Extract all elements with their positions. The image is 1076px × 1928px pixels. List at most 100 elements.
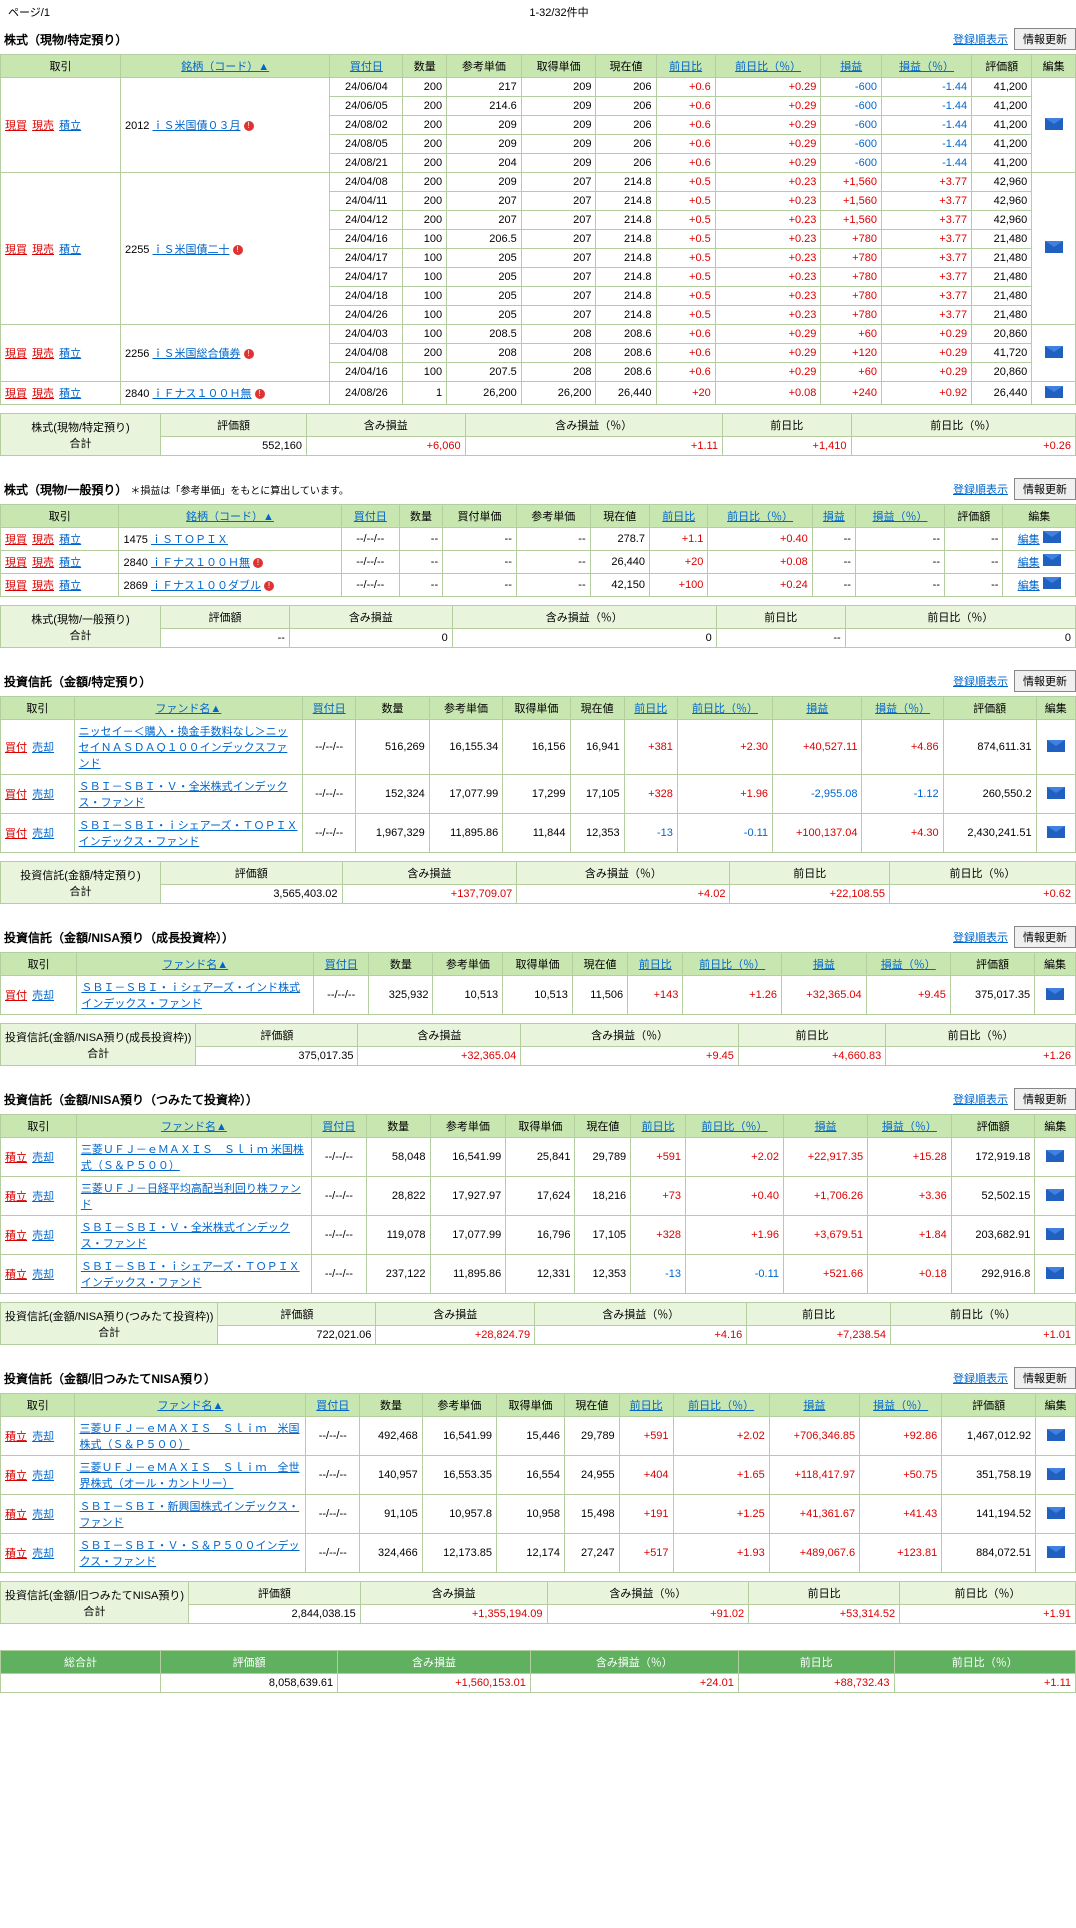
- fund-link[interactable]: 三菱ＵＦＪ－ｅＭＡＸＩＳ Ｓｌｉｍ 米国株式（Ｓ＆Ｐ５００）: [79, 1423, 299, 1451]
- col-prevdiff[interactable]: 前日比: [619, 1394, 673, 1417]
- col-fund[interactable]: ファンド名▲: [74, 697, 302, 720]
- sell-link[interactable]: 現売: [32, 120, 54, 132]
- col-name[interactable]: 銘柄（コード）▲: [120, 55, 329, 78]
- stock-link[interactable]: ｉＳ米国総合債券: [152, 348, 240, 360]
- tsumitate-link[interactable]: 積立: [59, 388, 81, 400]
- col-prevdiff[interactable]: 前日比: [649, 505, 707, 528]
- col-buydate[interactable]: 買付日: [306, 1394, 360, 1417]
- col-buydate[interactable]: 買付日: [330, 55, 403, 78]
- reg-order-link[interactable]: 登録順表示: [953, 929, 1008, 945]
- stock-link[interactable]: ｉＳ米国債０３月: [152, 120, 240, 132]
- edit-link[interactable]: 編集: [1018, 580, 1040, 592]
- edit-cell[interactable]: [1032, 325, 1076, 382]
- tsumitate-link[interactable]: 積立: [59, 348, 81, 360]
- reg-order-link[interactable]: 登録順表示: [953, 1370, 1008, 1386]
- edit-link[interactable]: 編集: [1018, 557, 1040, 569]
- col-gainpct[interactable]: 損益（％）: [881, 55, 971, 78]
- edit-link[interactable]: 編集: [1018, 534, 1040, 546]
- mail-icon[interactable]: [1046, 988, 1064, 1000]
- info-update-button[interactable]: 情報更新: [1014, 670, 1076, 692]
- mail-icon[interactable]: [1046, 1150, 1064, 1162]
- tsumitate-link[interactable]: 積立: [5, 1470, 27, 1482]
- buy-link[interactable]: 買付: [5, 789, 27, 801]
- fund-link[interactable]: ＳＢＩ－ＳＢＩ・ｉシェアーズ・ＴＯＰＩＸインデックス・ファンド: [79, 820, 298, 848]
- tsumitate-link[interactable]: 積立: [5, 1269, 27, 1281]
- col-buydate[interactable]: 買付日: [341, 505, 399, 528]
- sell-link[interactable]: 売却: [32, 789, 54, 801]
- sell-link[interactable]: 現売: [32, 244, 54, 256]
- mail-icon[interactable]: [1043, 577, 1061, 589]
- col-prevpct[interactable]: 前日比（％）: [708, 505, 812, 528]
- mail-icon[interactable]: [1047, 1429, 1065, 1441]
- fund-link[interactable]: ＳＢＩ－ＳＢＩ・Ｖ・Ｓ＆Ｐ５００インデックス・ファンド: [79, 1540, 299, 1568]
- reg-order-link[interactable]: 登録順表示: [953, 1091, 1008, 1107]
- col-gainpct[interactable]: 損益（％）: [862, 697, 943, 720]
- col-gain[interactable]: 損益: [812, 505, 855, 528]
- sell-link[interactable]: 売却: [32, 1470, 54, 1482]
- sell-link[interactable]: 売却: [32, 1230, 54, 1242]
- edit-cell[interactable]: [1036, 775, 1075, 814]
- fund-link[interactable]: ＳＢＩ－ＳＢＩ・ｉシェアーズ・インド株式インデックス・ファンド: [81, 982, 300, 1010]
- sell-link[interactable]: 現売: [32, 534, 54, 546]
- edit-cell[interactable]: [1032, 382, 1076, 405]
- edit-cell[interactable]: [1032, 78, 1076, 173]
- sell-link[interactable]: 現売: [32, 388, 54, 400]
- col-gain[interactable]: 損益: [821, 55, 882, 78]
- edit-cell[interactable]: [1035, 1216, 1076, 1255]
- edit-cell[interactable]: [1036, 1495, 1076, 1534]
- mail-icon[interactable]: [1047, 787, 1065, 799]
- col-prevpct[interactable]: 前日比（％）: [686, 1115, 784, 1138]
- buy-link[interactable]: 現買: [5, 557, 27, 569]
- buy-link[interactable]: 現買: [5, 120, 27, 132]
- col-fund[interactable]: ファンド名▲: [76, 1115, 311, 1138]
- col-gain[interactable]: 損益: [784, 1115, 868, 1138]
- fund-link[interactable]: 三菱ＵＦＪ－日経平均高配当利回り株ファンド: [81, 1183, 301, 1211]
- tsumitate-link[interactable]: 積立: [5, 1230, 27, 1242]
- col-gainpct[interactable]: 損益（％）: [866, 953, 950, 976]
- mail-icon[interactable]: [1047, 1546, 1065, 1558]
- tsumitate-link[interactable]: 積立: [5, 1431, 27, 1443]
- fund-link[interactable]: ＳＢＩ－ＳＢＩ・ｉシェアーズ・ＴＯＰＩＸインデックス・ファンド: [81, 1261, 300, 1289]
- col-prevdiff[interactable]: 前日比: [624, 697, 677, 720]
- col-name[interactable]: 銘柄（コード）▲: [119, 505, 341, 528]
- mail-icon[interactable]: [1047, 1468, 1065, 1480]
- mail-icon[interactable]: [1047, 1507, 1065, 1519]
- fund-link[interactable]: ＳＢＩ－ＳＢＩ・新興国株式インデックス・ファンド: [79, 1501, 299, 1529]
- sell-link[interactable]: 現売: [32, 580, 54, 592]
- buy-link[interactable]: 買付: [5, 990, 27, 1002]
- mail-icon[interactable]: [1045, 118, 1063, 130]
- fund-link[interactable]: 三菱ＵＦＪ－ｅＭＡＸＩＳ Ｓｌｉｍ 米国株式（Ｓ＆Ｐ５００）: [81, 1144, 304, 1172]
- buy-link[interactable]: 現買: [5, 534, 27, 546]
- info-update-button[interactable]: 情報更新: [1014, 1367, 1076, 1389]
- edit-cell[interactable]: [1035, 976, 1076, 1015]
- sell-link[interactable]: 現売: [32, 348, 54, 360]
- col-gain[interactable]: 損益: [773, 697, 862, 720]
- edit-cell[interactable]: [1036, 1456, 1076, 1495]
- col-fund[interactable]: ファンド名▲: [75, 1394, 306, 1417]
- tsumitate-link[interactable]: 積立: [5, 1548, 27, 1560]
- buy-link[interactable]: 買付: [5, 828, 27, 840]
- stock-link[interactable]: ｉＦナス１００Ｈ無: [151, 557, 250, 569]
- sell-link[interactable]: 売却: [32, 828, 54, 840]
- buy-link[interactable]: 現買: [5, 580, 27, 592]
- fund-link[interactable]: 三菱ＵＦＪ－ｅＭＡＸＩＳ Ｓｌｉｍ 全世界株式（オール・カントリー）: [79, 1462, 299, 1490]
- edit-cell[interactable]: [1035, 1177, 1076, 1216]
- info-update-button[interactable]: 情報更新: [1014, 478, 1076, 500]
- info-update-button[interactable]: 情報更新: [1014, 926, 1076, 948]
- sell-link[interactable]: 売却: [32, 1269, 54, 1281]
- mail-icon[interactable]: [1045, 241, 1063, 253]
- mail-icon[interactable]: [1047, 740, 1065, 752]
- col-prevdiff[interactable]: 前日比: [656, 55, 715, 78]
- col-buydate[interactable]: 買付日: [303, 697, 356, 720]
- buy-link[interactable]: 現買: [5, 388, 27, 400]
- tsumitate-link[interactable]: 積立: [59, 534, 81, 546]
- mail-icon[interactable]: [1046, 1267, 1064, 1279]
- sell-link[interactable]: 売却: [32, 1152, 54, 1164]
- edit-cell[interactable]: [1036, 814, 1075, 853]
- edit-cell[interactable]: [1036, 1534, 1076, 1573]
- tsumitate-link[interactable]: 積立: [5, 1152, 27, 1164]
- mail-icon[interactable]: [1043, 531, 1061, 543]
- fund-link[interactable]: ＳＢＩ－ＳＢＩ・Ｖ・全米株式インデックス・ファンド: [79, 781, 288, 809]
- edit-cell[interactable]: [1035, 1138, 1076, 1177]
- col-prevpct[interactable]: 前日比（％）: [683, 953, 782, 976]
